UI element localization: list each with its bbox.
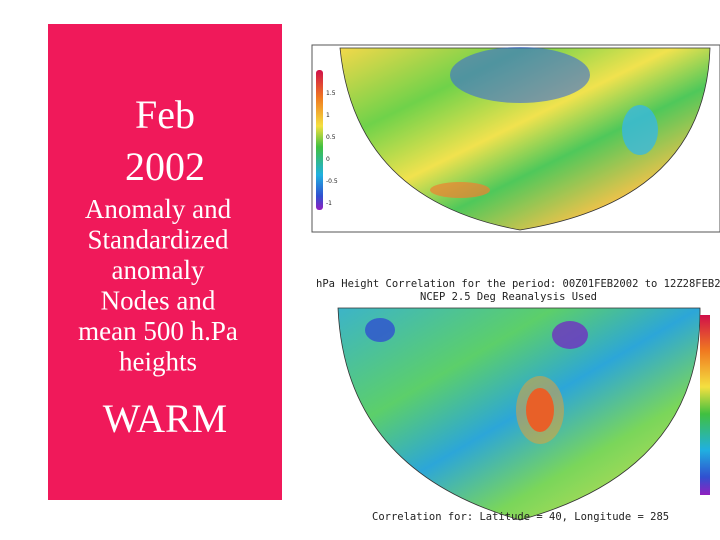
colorbar-label: 1.5 bbox=[326, 90, 336, 97]
colorbar-label: 0 bbox=[326, 156, 330, 163]
body-line: Standardized bbox=[88, 225, 229, 255]
colorbar-label: -0.5 bbox=[326, 178, 338, 185]
top-map bbox=[339, 47, 711, 231]
body-line: Anomaly and bbox=[85, 194, 232, 224]
title-panel bbox=[48, 24, 282, 500]
colorbar-label: -1 bbox=[326, 200, 332, 207]
map-feature bbox=[450, 47, 590, 103]
bottom-colorbar bbox=[700, 315, 710, 495]
map-feature bbox=[622, 105, 658, 155]
map-feature bbox=[365, 318, 395, 342]
body-line: heights bbox=[119, 347, 197, 377]
top-colorbar bbox=[316, 70, 323, 210]
body-line: Nodes and bbox=[101, 286, 216, 316]
tag: WARM bbox=[103, 396, 227, 441]
title-line: 2002 bbox=[125, 144, 205, 189]
caption: hPa Height Correlation for the period: 0… bbox=[316, 278, 720, 290]
map-feature bbox=[430, 182, 490, 198]
caption: NCEP 2.5 Deg Reanalysis Used bbox=[420, 291, 597, 303]
map-feature bbox=[516, 376, 564, 444]
map-feature bbox=[552, 321, 588, 349]
colorbar-labels: 1.5 1 0.5 0 -0.5 -1 bbox=[326, 90, 338, 207]
body-line: anomaly bbox=[112, 255, 205, 285]
colorbar-label: 1 bbox=[326, 112, 330, 119]
colorbar-label: 0.5 bbox=[326, 134, 336, 141]
footer-caption: Correlation for: Latitude = 40, Longitud… bbox=[372, 511, 669, 523]
body-line: mean 500 h.Pa bbox=[78, 316, 238, 346]
title-line: Feb bbox=[135, 92, 195, 137]
